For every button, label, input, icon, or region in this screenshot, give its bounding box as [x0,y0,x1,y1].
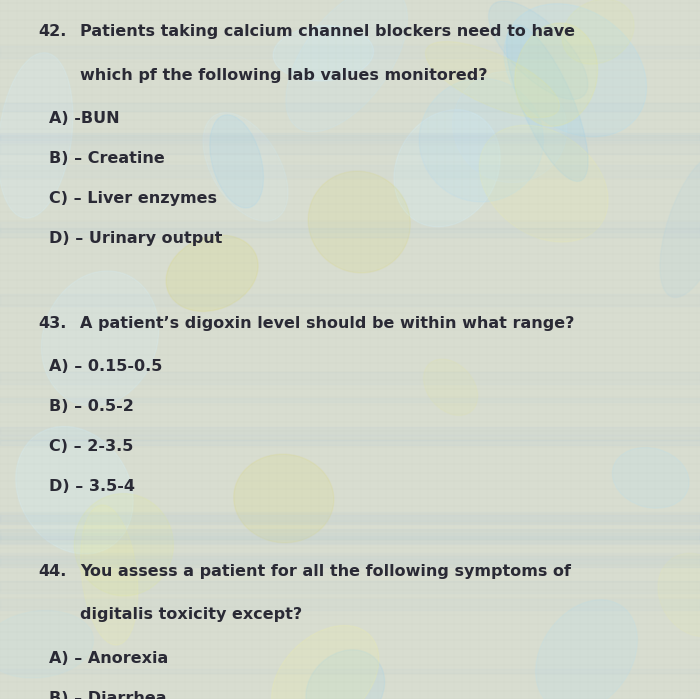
Text: A) -BUN: A) -BUN [49,111,120,126]
Text: B) – 0.5-2: B) – 0.5-2 [49,399,134,414]
Text: Patients taking calcium channel blockers need to have: Patients taking calcium channel blockers… [80,24,575,39]
Bar [0,426,700,435]
Ellipse shape [514,23,598,127]
Bar [0,440,700,445]
Ellipse shape [210,115,263,208]
Ellipse shape [0,52,73,218]
Ellipse shape [166,235,258,312]
Ellipse shape [480,125,608,242]
Bar [0,134,700,142]
Bar [0,143,700,154]
Bar [0,599,700,610]
Bar [0,435,700,440]
Text: D) – 3.5-4: D) – 3.5-4 [49,479,135,493]
Ellipse shape [504,3,647,137]
Text: A) – 0.15-0.5: A) – 0.15-0.5 [49,359,162,374]
Bar [0,398,700,402]
Bar [0,45,700,58]
Bar [0,136,700,140]
Ellipse shape [612,447,689,508]
Bar [0,529,700,540]
Bar [0,536,700,542]
Bar [0,669,700,673]
Bar [0,515,700,524]
Ellipse shape [273,26,374,81]
Text: D) – Urinary output: D) – Urinary output [49,231,223,245]
Text: A) – Anorexia: A) – Anorexia [49,651,168,665]
Text: 44.: 44. [38,564,67,579]
Text: 42.: 42. [38,24,67,39]
Ellipse shape [272,626,379,699]
Text: C) – Liver enzymes: C) – Liver enzymes [49,191,217,206]
Ellipse shape [453,71,567,182]
Ellipse shape [41,271,159,406]
Bar [0,552,700,559]
Bar [0,581,700,593]
Text: B) – Diarrhea: B) – Diarrhea [49,691,167,699]
Ellipse shape [0,610,94,678]
Text: 43.: 43. [38,316,67,331]
Ellipse shape [80,505,138,645]
Ellipse shape [419,78,543,202]
Text: B) – Creatine: B) – Creatine [49,151,164,166]
Bar [0,556,700,563]
Bar [0,222,700,232]
Text: C) – 2-3.5: C) – 2-3.5 [49,439,134,454]
Bar [0,294,700,306]
Ellipse shape [306,650,384,699]
Bar [0,165,700,177]
Bar [0,229,700,237]
Ellipse shape [424,359,477,415]
Ellipse shape [562,0,634,64]
Bar [0,559,700,567]
Ellipse shape [536,600,638,699]
Bar [0,103,700,111]
Ellipse shape [507,25,588,181]
Bar [0,373,700,384]
Ellipse shape [489,1,588,99]
Bar [0,533,700,544]
Text: which pf the following lab values monitored?: which pf the following lab values monito… [80,68,488,82]
Ellipse shape [308,171,410,273]
Ellipse shape [286,0,407,132]
Bar [0,512,700,521]
Text: You assess a patient for all the following symptoms of: You assess a patient for all the followi… [80,564,571,579]
Ellipse shape [203,113,288,222]
Ellipse shape [234,454,334,542]
Ellipse shape [426,41,559,117]
Ellipse shape [16,426,133,554]
Text: A patient’s digoxin level should be within what range?: A patient’s digoxin level should be with… [80,316,575,331]
Ellipse shape [74,493,174,596]
Text: digitalis toxicity except?: digitalis toxicity except? [80,607,302,622]
Ellipse shape [394,110,500,227]
Ellipse shape [658,553,700,637]
Ellipse shape [660,154,700,298]
